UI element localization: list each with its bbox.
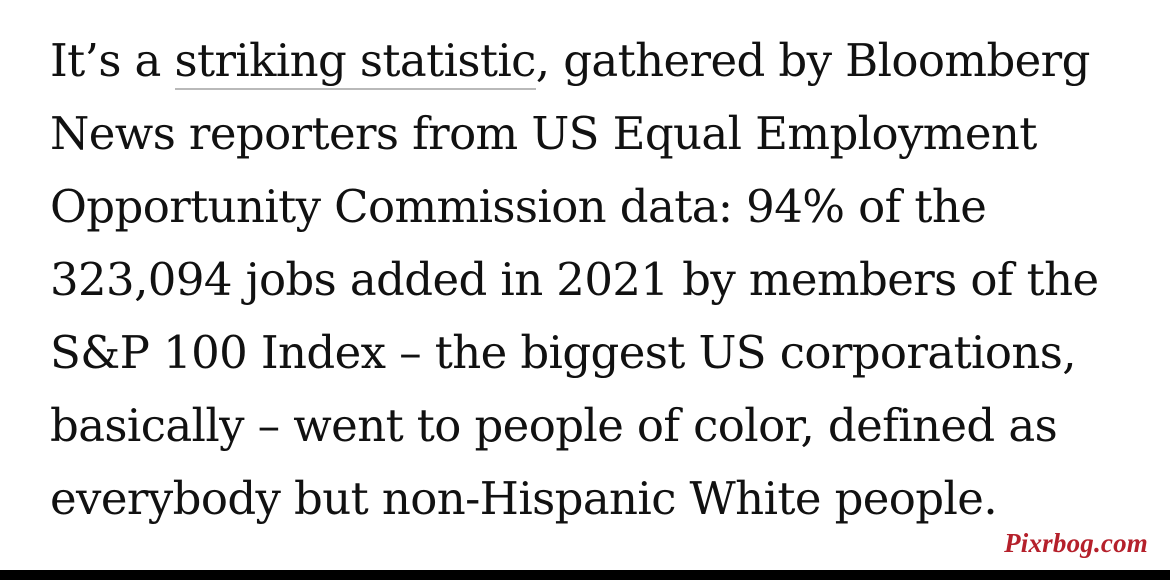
article-paragraph: It’s a striking statistic, gathered by B…: [50, 24, 1150, 535]
paragraph-line-3: Opportunity Commission data: 94% of the: [50, 180, 987, 233]
line-1-suffix: , gathered by Bloomberg: [535, 34, 1091, 87]
paragraph-line-4: 323,094 jobs added in 2021 by members of…: [50, 253, 1099, 306]
line-1-prefix: It’s a: [50, 34, 175, 87]
bottom-divider-bar: [0, 570, 1170, 580]
paragraph-line-7: everybody but non-Hispanic White people.: [50, 472, 998, 525]
paragraph-line-5: S&P 100 Index – the biggest US corporati…: [50, 326, 1077, 379]
paragraph-line-2: News reporters from US Equal Employment: [50, 107, 1037, 160]
striking-statistic-link[interactable]: striking statistic: [174, 34, 536, 90]
paragraph-line-6: basically – went to people of color, def…: [50, 399, 1058, 452]
watermark: Pixrbog.com: [1004, 528, 1148, 558]
paragraph-line-1: It’s a striking statistic, gathered by B…: [50, 24, 1150, 97]
